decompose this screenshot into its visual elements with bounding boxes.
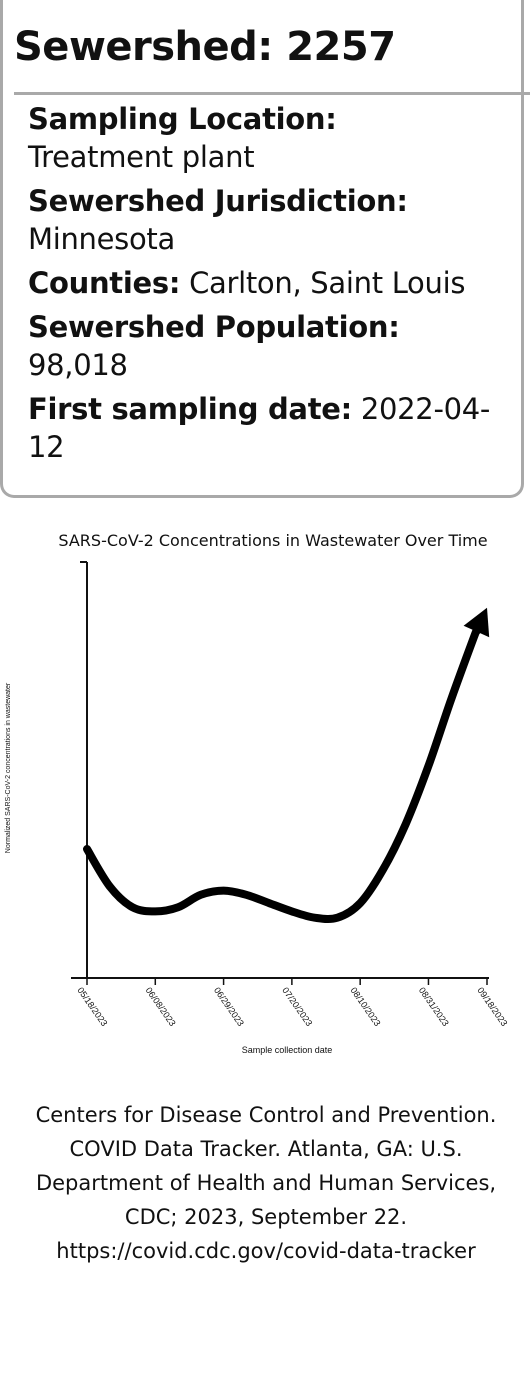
chart-title: SARS-CoV-2 Concentrations in Wastewater … (58, 531, 487, 550)
trend-arrow-head (463, 607, 490, 638)
chart-svg: SARS-CoV-2 Concentrations in Wastewater … (5, 531, 509, 1055)
citation-line: Centers for Disease Control and Preventi… (35, 1103, 497, 1127)
x-tick-label: 08/31/2023 (417, 985, 451, 1028)
field-value: 98,018 (28, 348, 128, 382)
x-tick-label: 06/08/2023 (144, 985, 178, 1028)
citation: Centers for Disease Control and Preventi… (10, 1098, 522, 1268)
x-tick-label: 09/18/2023 (475, 985, 509, 1028)
field-first-sampling-date: First sampling date: 2022-04-12 (28, 390, 518, 466)
field-label: First sampling date: (28, 392, 352, 426)
citation-line: CDC; 2023, September 22. (124, 1205, 408, 1229)
field-label: Counties: (28, 266, 181, 300)
citation-line: Department of Health and Human Services, (35, 1171, 497, 1195)
field-value: 2022-04-12 (28, 392, 491, 464)
field-label: Sewershed Jurisdiction: (28, 184, 408, 218)
x-axis-label: Sample collection date (242, 1045, 333, 1055)
field-counties: Counties: Carlton, Saint Louis (28, 264, 518, 302)
field-label: Sampling Location: (28, 102, 337, 136)
x-tick-label: 06/29/2023 (212, 985, 246, 1028)
field-value: Carlton, Saint Louis (189, 266, 466, 300)
citation-url[interactable]: https://covid.cdc.gov/covid-data-tracker (56, 1239, 476, 1263)
title-divider (14, 92, 530, 95)
field-value: Minnesota (28, 222, 175, 256)
sewershed-info-card (0, 0, 524, 498)
sewershed-fields: Sampling Location: Treatment plant Sewer… (28, 94, 518, 466)
field-sewershed-population: Sewershed Population: 98,018 (28, 308, 518, 384)
x-tick-label: 08/10/2023 (349, 985, 383, 1028)
y-axis-label: Normalized SARS-CoV-2 concentrations in … (5, 682, 12, 853)
citation-line: COVID Data Tracker. Atlanta, GA: U.S. (69, 1137, 463, 1161)
field-sewershed-jurisdiction: Sewershed Jurisdiction: Minnesota (28, 182, 518, 258)
x-tick-label: 07/20/2023 (280, 985, 314, 1028)
wastewater-chart: SARS-CoV-2 Concentrations in Wastewater … (0, 520, 532, 1080)
field-sampling-location: Sampling Location: Treatment plant (28, 100, 518, 176)
card-title: Sewershed: 2257 (14, 24, 396, 70)
field-label: Sewershed Population: (28, 310, 400, 344)
field-value: Treatment plant (28, 140, 255, 174)
series-line (83, 626, 481, 924)
x-tick-label: 05/18/2023 (75, 985, 109, 1028)
